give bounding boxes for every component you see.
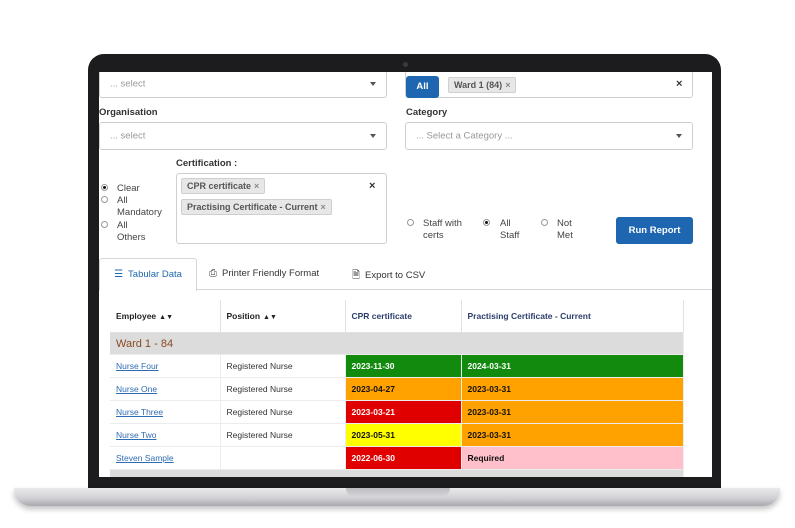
- group-footer-row: [110, 469, 684, 477]
- organisation-label: Organisation: [99, 107, 158, 118]
- employee-cell: Nurse Four: [110, 354, 221, 378]
- radio-not-met-label: Not Met: [557, 218, 573, 241]
- practising-cell: 2023-03-31: [461, 400, 684, 424]
- tab-label: Export to CSV: [365, 270, 426, 281]
- employee-link[interactable]: Nurse Three: [116, 407, 164, 417]
- group-row: Ward 1 - 84: [110, 332, 684, 355]
- screen: ... select All Ward 1 (84) × × Organisati…: [99, 72, 712, 477]
- practising-column-header: Practising Certificate - Current: [461, 300, 684, 333]
- remove-icon[interactable]: ×: [320, 202, 326, 212]
- remove-icon[interactable]: ×: [254, 181, 260, 191]
- sort-icon[interactable]: ▲▼: [263, 314, 277, 321]
- cert-tag-label: CPR certificate: [187, 181, 252, 191]
- cpr-cell: 2023-11-30: [345, 354, 462, 378]
- group-footer-cell: [110, 469, 684, 477]
- ward-tag-label: Ward 1 (84): [454, 80, 503, 90]
- practising-cell: 2024-03-31: [461, 354, 684, 378]
- tab-export-csv[interactable]: 🗎 Export to CSV: [352, 268, 425, 285]
- radio-all-staff[interactable]: [483, 219, 490, 226]
- cert-tag-practising[interactable]: Practising Certificate - Current ×: [181, 199, 332, 215]
- cpr-cell: 2023-04-27: [345, 377, 462, 401]
- position-cell: Registered Nurse: [220, 423, 346, 447]
- employee-link[interactable]: Nurse One: [116, 384, 158, 394]
- table-row: Steven Sample 2022-06-30 Required: [110, 446, 684, 470]
- practising-cell: Required: [461, 446, 684, 470]
- employee-link[interactable]: Steven Sample: [116, 453, 174, 463]
- list-icon: ☰: [114, 269, 124, 280]
- organisation-select[interactable]: ... select: [99, 122, 387, 150]
- laptop-notch: [346, 488, 450, 497]
- sort-icon[interactable]: ▲▼: [159, 314, 174, 321]
- employee-cell: Nurse Three: [110, 400, 221, 424]
- clear-certification-icon[interactable]: ×: [369, 180, 376, 192]
- category-select[interactable]: ... Select a Category ...: [405, 122, 693, 150]
- radio-staff-with-certs-label: Staff with certs: [423, 218, 462, 241]
- position-cell: [220, 446, 346, 470]
- all-button[interactable]: All: [406, 76, 439, 98]
- radio-all-others[interactable]: [101, 221, 108, 228]
- cert-tag-label: Practising Certificate - Current: [187, 202, 318, 212]
- cpr-cell: 2023-03-21: [345, 400, 462, 424]
- cert-tag-cpr[interactable]: CPR certificate ×: [181, 178, 266, 194]
- remove-icon[interactable]: ×: [505, 80, 511, 90]
- tab-printer-friendly[interactable]: ⎙ Printer Friendly Format: [209, 268, 319, 279]
- organisation-placeholder: ... select: [110, 130, 146, 142]
- radio-all-mandatory-label: All Mandatory: [117, 195, 162, 218]
- header-label: Position: [226, 311, 261, 321]
- radio-clear-label: Clear: [117, 183, 140, 194]
- position-cell: Registered Nurse: [220, 377, 346, 401]
- radio-not-met[interactable]: [541, 219, 548, 226]
- employee-link[interactable]: Nurse Four: [116, 361, 159, 371]
- file-export-icon: 🗎: [352, 270, 361, 281]
- employee-cell: Nurse Two: [110, 423, 221, 447]
- position-cell: Registered Nurse: [220, 400, 346, 424]
- practising-cell: 2023-03-31: [461, 377, 684, 401]
- employee-column-header[interactable]: Employee ▲▼: [110, 300, 221, 333]
- printer-icon: ⎙: [209, 268, 217, 279]
- certification-label: Certification :: [176, 158, 238, 169]
- chevron-down-icon: [370, 82, 376, 86]
- table-row: Nurse One Registered Nurse 2023-04-27 2023-…: [110, 377, 684, 401]
- table-header-row: Employee ▲▼ Position ▲▼ CPR certificate Pr…: [110, 300, 684, 333]
- webcam: [403, 62, 408, 67]
- run-report-button[interactable]: Run Report: [616, 217, 693, 244]
- top-select[interactable]: ... select: [99, 72, 387, 98]
- table-row: Nurse Two Registered Nurse 2023-05-31 2023-…: [110, 423, 684, 447]
- group-label: Ward 1 - 84: [110, 332, 684, 355]
- report-table: Employee ▲▼ Position ▲▼ CPR certificate Pr…: [110, 300, 684, 477]
- radio-staff-with-certs[interactable]: [407, 219, 414, 226]
- cpr-cell: 2022-06-30: [345, 446, 462, 470]
- category-label: Category: [406, 107, 448, 118]
- employee-link[interactable]: Nurse Two: [116, 430, 157, 440]
- tab-label: Printer Friendly Format: [222, 268, 320, 279]
- table-row: Nurse Three Registered Nurse 2023-03-21 202…: [110, 400, 684, 424]
- employee-cell: Nurse One: [110, 377, 221, 401]
- chevron-down-icon: [370, 134, 376, 138]
- position-column-header[interactable]: Position ▲▼: [220, 300, 346, 333]
- chevron-down-icon: [676, 134, 682, 138]
- tab-tabular-data[interactable]: ☰ Tabular Data: [99, 258, 197, 291]
- top-select-placeholder: ... select: [110, 78, 146, 90]
- employee-cell: Steven Sample: [110, 446, 221, 470]
- ward-tag[interactable]: Ward 1 (84) ×: [448, 77, 517, 93]
- tab-bar-divider: [99, 289, 712, 290]
- tab-label: Tabular Data: [128, 269, 182, 280]
- radio-all-others-label: All Others: [117, 220, 146, 243]
- table-row: Nurse Four Registered Nurse 2023-11-30 2024…: [110, 354, 684, 378]
- laptop-base: [14, 488, 780, 506]
- cpr-column-header: CPR certificate: [345, 300, 462, 333]
- radio-all-staff-label: All Staff: [500, 218, 520, 241]
- position-cell: Registered Nurse: [220, 354, 346, 378]
- category-placeholder: ... Select a Category ...: [416, 130, 513, 142]
- radio-all-mandatory[interactable]: [101, 196, 108, 203]
- clear-ward-icon[interactable]: ×: [676, 78, 683, 90]
- header-label: Employee: [116, 311, 157, 321]
- cpr-cell: 2023-05-31: [345, 423, 462, 447]
- practising-cell: 2023-03-31: [461, 423, 684, 447]
- radio-clear[interactable]: [101, 184, 108, 191]
